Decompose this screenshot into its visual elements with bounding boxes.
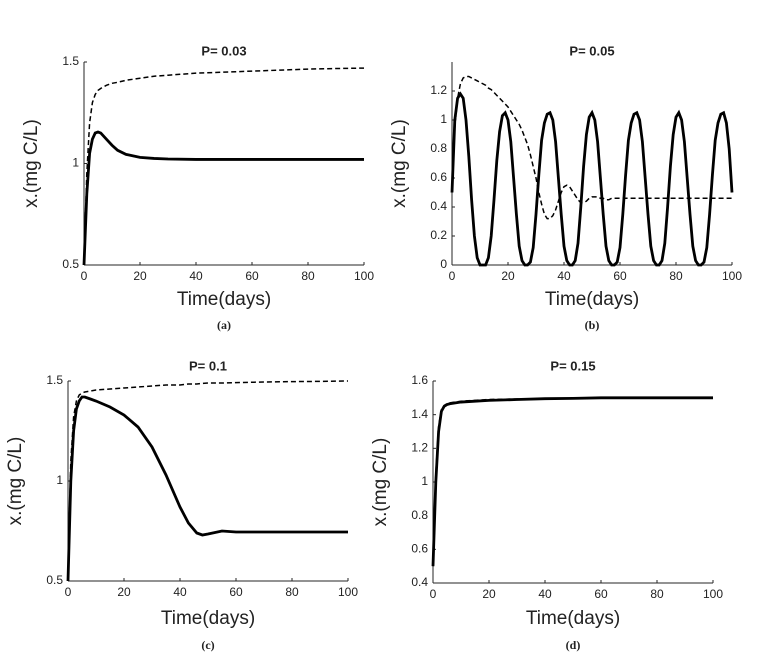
- y-tick-label: 1: [72, 156, 79, 170]
- x-tick-label: 0: [430, 587, 437, 601]
- y-tick-label: 0.6: [411, 542, 428, 556]
- subplot: 0 20 40 60 80 100 0 0.2 0.4 0.6 0.8 1 1.2 P= 0.05 Time…: [389, 43, 742, 331]
- y-tick-label: 0.8: [430, 141, 447, 155]
- data-line: [432, 397, 713, 567]
- x-tick-label: 60: [594, 587, 608, 601]
- data-line: [431, 396, 713, 567]
- x-tick-label: 20: [482, 587, 496, 601]
- x-tick-label: 80: [301, 269, 315, 283]
- data-line: [66, 395, 348, 582]
- y-tick-label: 0.4: [411, 575, 428, 589]
- y-tick-label: 1.2: [411, 441, 428, 455]
- y-tick-label: 1: [56, 473, 63, 487]
- x-tick-label: 40: [189, 269, 203, 283]
- x-tick-label: 20: [133, 269, 147, 283]
- caption: (d): [566, 638, 581, 652]
- y-tick-label: 0.5: [62, 257, 79, 271]
- y-tick-label: 1.6: [411, 373, 428, 387]
- x-axis-label: Time(days): [177, 289, 271, 310]
- x-tick-label: 60: [229, 585, 243, 599]
- caption: (c): [201, 638, 214, 652]
- x-tick-label: 0: [449, 269, 456, 283]
- x-axis-label: Time(days): [545, 289, 639, 310]
- y-axis-label: x.(mg C/L): [5, 437, 26, 526]
- y-tick-label: 0.4: [430, 199, 447, 213]
- x-tick-label: 0: [81, 269, 88, 283]
- y-tick-label: 0: [440, 257, 447, 271]
- y-tick-label: 1.5: [46, 373, 63, 387]
- y-tick-label: 0.6: [430, 170, 447, 184]
- y-tick-label: 1.4: [411, 407, 428, 421]
- x-tick-label: 0: [65, 585, 72, 599]
- x-tick-label: 100: [354, 269, 374, 283]
- x-axis-label: Time(days): [161, 608, 255, 629]
- y-tick-label: 1: [440, 112, 447, 126]
- x-axis-label: Time(days): [526, 608, 620, 629]
- caption: (a): [217, 318, 231, 332]
- subplot: 0 20 40 60 80 100 0.4 0.6 0.8 1 1.2 1.4 1.6 P= 0.15 Ti…: [370, 358, 723, 651]
- subplot-title: P= 0.15: [550, 358, 595, 373]
- subplot-title: P= 0.03: [201, 43, 246, 58]
- x-tick-label: 20: [501, 269, 515, 283]
- y-tick-label: 1: [421, 474, 428, 488]
- x-tick-label: 60: [245, 269, 259, 283]
- x-tick-label: 20: [117, 585, 131, 599]
- x-tick-label: 60: [613, 269, 627, 283]
- x-tick-label: 40: [557, 269, 571, 283]
- x-tick-label: 40: [538, 587, 552, 601]
- subplot: 0 20 40 60 80 100 0.5 1 1.5 P= 0.03 Time(days) x.(m…: [21, 43, 374, 331]
- x-tick-label: 40: [173, 585, 187, 599]
- y-axis-label: x.(mg C/L): [370, 438, 391, 527]
- subplot-title: P= 0.1: [189, 358, 227, 373]
- y-tick-label: 1.2: [430, 83, 447, 97]
- y-tick-label: 0.8: [411, 508, 428, 522]
- x-tick-label: 80: [650, 587, 664, 601]
- data-line: [450, 91, 734, 267]
- x-tick-label: 100: [703, 587, 723, 601]
- subplot: 0 20 40 60 80 100 0.5 1 1.5 P= 0.1 Time(days) x.(mg…: [5, 358, 358, 651]
- x-tick-label: 100: [338, 585, 358, 599]
- caption: (b): [585, 318, 600, 332]
- x-tick-label: 80: [285, 585, 299, 599]
- x-tick-label: 80: [669, 269, 683, 283]
- y-tick-label: 0.5: [46, 573, 63, 587]
- y-axis-label: x.(mg C/L): [389, 119, 410, 208]
- subplot-title: P= 0.05: [569, 43, 614, 58]
- data-line: [67, 380, 349, 582]
- x-tick-label: 100: [722, 269, 742, 283]
- y-tick-label: 0.2: [430, 228, 447, 242]
- data-line: [451, 75, 732, 220]
- data-line: [82, 130, 364, 266]
- y-axis-label: x.(mg C/L): [21, 119, 42, 208]
- y-tick-label: 1.5: [62, 54, 79, 68]
- data-line: [83, 67, 365, 266]
